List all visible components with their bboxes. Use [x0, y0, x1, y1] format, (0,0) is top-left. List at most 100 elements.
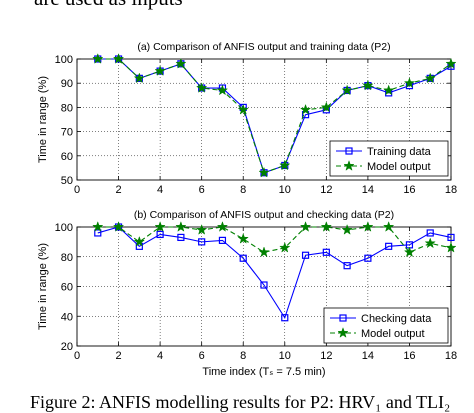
data-point-model-output: [320, 221, 332, 232]
chart-panel-b: (b) Comparison of ANFIS output and check…: [37, 209, 457, 378]
x-tick-label: 16: [403, 184, 415, 196]
legend-label: Training data: [367, 146, 432, 158]
data-point-model-output: [279, 241, 291, 253]
data-point-model-output: [175, 221, 187, 232]
data-point-checking-data: [94, 229, 102, 237]
chart-panel-a: (a) Comparison of ANFIS output and train…: [37, 41, 457, 196]
x-tick-label: 14: [362, 350, 374, 362]
data-point-checking-data: [218, 236, 227, 244]
data-point-checking-data: [301, 251, 310, 259]
figure-caption: Figure 2: ANFIS modelling results for P2…: [30, 392, 451, 412]
series-line-checking-data: [97, 226, 452, 320]
data-point-model-output: [237, 232, 249, 244]
data-point-model-output: [237, 103, 249, 115]
data-point-model-output: [258, 166, 270, 178]
legend-swatch-marker: [343, 160, 355, 171]
data-point-model-output: [196, 82, 208, 93]
data-point-model-output: [154, 65, 166, 76]
x-tick-label: 0: [74, 184, 80, 196]
x-tick-label: 12: [320, 350, 332, 362]
y-tick-label: 90: [61, 78, 73, 90]
data-point-model-output: [92, 53, 104, 64]
data-point-model-output: [383, 84, 395, 96]
legend-label: Model output: [361, 328, 425, 340]
data-point-model-output: [133, 72, 145, 84]
y-tick-label: 80: [61, 102, 73, 114]
data-point-model-output: [362, 79, 374, 91]
data-point-model-output: [216, 221, 229, 232]
y-tick-label: 20: [61, 341, 73, 353]
y-tick-label: 60: [61, 151, 73, 163]
data-point-model-output: [403, 246, 416, 258]
data-point-model-output: [112, 221, 125, 232]
legend-label: Model output: [367, 161, 431, 173]
y-tick-label: 100: [55, 54, 73, 66]
legend-swatch-marker: [339, 314, 347, 322]
data-point-model-output: [258, 246, 270, 258]
y-tick-label: 40: [61, 311, 73, 323]
x-tick-label: 0: [74, 350, 80, 362]
data-point-checking-data: [322, 248, 330, 256]
y-tick-label: 60: [61, 282, 73, 294]
data-point-checking-data: [281, 314, 289, 322]
x-tick-label: 10: [279, 350, 291, 362]
y-tick-label: 50: [61, 175, 73, 187]
data-point-checking-data: [198, 238, 206, 246]
x-tick-label: 6: [199, 350, 205, 362]
x-tick-label: 4: [157, 350, 163, 362]
x-tick-label: 8: [240, 184, 246, 196]
data-point-model-output: [299, 221, 312, 232]
x-tick-label: 6: [199, 184, 205, 196]
data-point-checking-data: [447, 233, 455, 242]
data-point-model-output: [341, 84, 353, 96]
data-point-model-output: [403, 77, 416, 89]
data-point-checking-data: [385, 242, 393, 250]
x-axis-label: Time index (Tₛ = 7.5 min): [202, 366, 325, 378]
data-point-model-output: [92, 221, 104, 232]
chart-title: (a) Comparison of ANFIS output and train…: [137, 41, 390, 53]
data-point-model-output: [341, 224, 353, 235]
data-point-model-output: [383, 221, 395, 232]
data-point-checking-data: [343, 262, 351, 270]
data-point-model-output: [279, 159, 291, 171]
data-point-checking-data: [177, 233, 185, 242]
x-tick-label: 16: [403, 350, 415, 362]
y-tick-label: 80: [61, 252, 73, 264]
data-point-checking-data: [364, 254, 372, 262]
data-point-model-output: [196, 224, 208, 235]
x-tick-label: 12: [320, 184, 332, 196]
chart-title: (b) Comparison of ANFIS output and check…: [134, 209, 394, 221]
data-point-checking-data: [260, 281, 268, 289]
data-point-model-output: [424, 72, 436, 84]
legend-swatch-marker: [337, 327, 349, 338]
x-tick-label: 2: [115, 184, 121, 196]
data-point-model-output: [445, 241, 457, 253]
x-tick-label: 10: [279, 184, 291, 196]
data-point-model-output: [299, 103, 312, 115]
x-tick-label: 4: [157, 184, 163, 196]
y-tick-label: 70: [61, 127, 73, 139]
data-point-checking-data: [426, 229, 434, 237]
data-point-model-output: [424, 237, 436, 249]
y-axis-label: Time in range (%): [37, 76, 49, 163]
legend-box: [329, 140, 449, 177]
y-tick-label: 100: [55, 222, 73, 234]
x-tick-label: 2: [115, 350, 121, 362]
data-point-model-output: [362, 221, 374, 232]
x-tick-label: 18: [445, 350, 457, 362]
legend-box: [323, 307, 449, 344]
header-text: are used as inputs: [34, 0, 183, 11]
plot-frame: [76, 58, 452, 181]
x-tick-label: 8: [240, 350, 246, 362]
data-point-model-output: [112, 53, 125, 64]
data-point-model-output: [154, 221, 166, 232]
x-tick-label: 14: [362, 184, 374, 196]
data-point-checking-data: [239, 254, 247, 262]
x-tick-label: 18: [445, 184, 457, 196]
data-point-model-output: [320, 101, 332, 113]
data-point-model-output: [445, 57, 457, 69]
series-line-model-output: [97, 226, 452, 253]
y-axis-label: Time in range (%): [37, 243, 49, 330]
data-point-model-output: [133, 235, 145, 247]
